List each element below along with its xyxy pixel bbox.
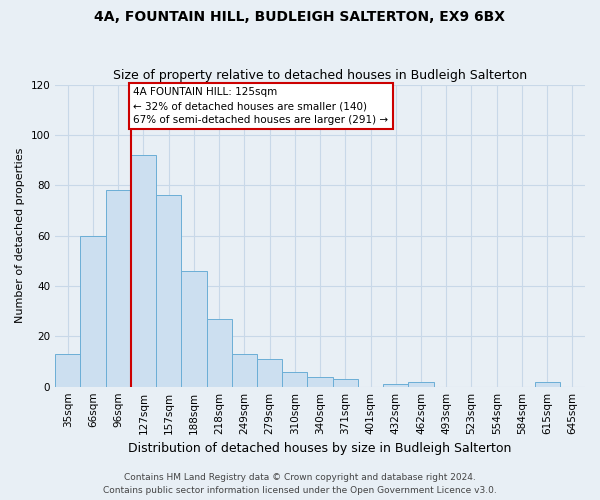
Bar	[332, 379, 358, 386]
Bar	[535, 382, 560, 386]
Bar	[106, 190, 131, 386]
X-axis label: Distribution of detached houses by size in Budleigh Salterton: Distribution of detached houses by size …	[128, 442, 512, 455]
Bar	[409, 382, 434, 386]
Bar	[181, 271, 206, 386]
Bar	[131, 155, 156, 386]
Text: 4A FOUNTAIN HILL: 125sqm
← 32% of detached houses are smaller (140)
67% of semi-: 4A FOUNTAIN HILL: 125sqm ← 32% of detach…	[133, 87, 389, 125]
Bar	[156, 196, 181, 386]
Text: 4A, FOUNTAIN HILL, BUDLEIGH SALTERTON, EX9 6BX: 4A, FOUNTAIN HILL, BUDLEIGH SALTERTON, E…	[95, 10, 505, 24]
Bar	[55, 354, 80, 386]
Bar	[257, 359, 282, 386]
Bar	[80, 236, 106, 386]
Title: Size of property relative to detached houses in Budleigh Salterton: Size of property relative to detached ho…	[113, 69, 527, 82]
Bar	[383, 384, 409, 386]
Text: Contains HM Land Registry data © Crown copyright and database right 2024.
Contai: Contains HM Land Registry data © Crown c…	[103, 474, 497, 495]
Bar	[206, 318, 232, 386]
Bar	[232, 354, 257, 386]
Bar	[307, 376, 332, 386]
Bar	[282, 372, 307, 386]
Y-axis label: Number of detached properties: Number of detached properties	[15, 148, 25, 324]
